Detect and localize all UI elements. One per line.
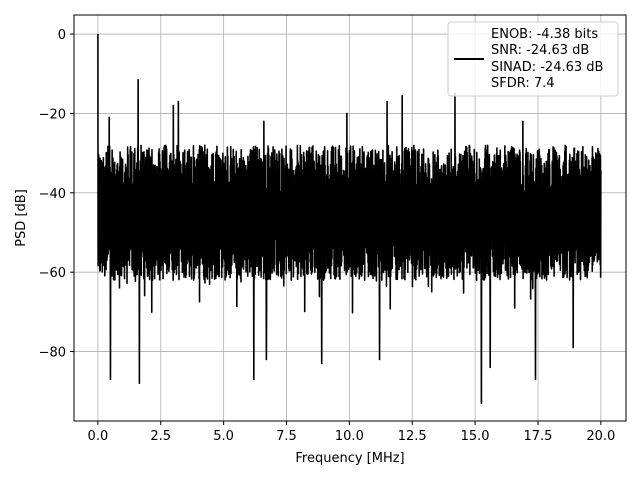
x-tick-label: 0.0 <box>88 429 109 444</box>
y-tick-label: −80 <box>39 346 66 361</box>
legend-sfdr: SFDR: 7.4 <box>491 76 555 91</box>
plot-frame <box>73 14 627 422</box>
legend-box <box>447 21 619 97</box>
x-tick-label: 17.5 <box>524 429 553 444</box>
legend-sinad: SINAD: -24.63 dB <box>491 60 603 75</box>
x-tick-label: 5.0 <box>213 429 234 444</box>
y-tick-label: −20 <box>39 107 66 122</box>
x-axis-label: Frequency [MHz] <box>295 451 404 466</box>
legend-enob: ENOB: -4.38 bits <box>491 27 598 42</box>
x-tick-label: 10.0 <box>335 429 364 444</box>
x-tick-label: 12.5 <box>398 429 427 444</box>
y-axis-ticks: 0 −20 −40 −60 −80 <box>39 28 74 361</box>
x-tick-label: 20.0 <box>586 429 615 444</box>
y-tick-label: −40 <box>39 187 66 202</box>
psd-series <box>97 34 602 404</box>
y-tick-label: −60 <box>39 266 66 281</box>
legend: ENOB: -4.38 bits SNR: -24.63 dB SINAD: -… <box>447 21 619 97</box>
legend-snr: SNR: -24.63 dB <box>491 43 589 58</box>
x-axis-ticks: 0.0 2.5 5.0 7.5 10.0 12.5 15.0 17.5 20.0 <box>88 421 615 444</box>
y-tick-label: 0 <box>58 28 66 43</box>
x-tick-label: 2.5 <box>150 429 171 444</box>
x-tick-label: 15.0 <box>461 429 490 444</box>
y-axis-label: PSD [dB] <box>14 189 29 247</box>
psd-line <box>97 34 602 404</box>
x-tick-label: 7.5 <box>276 429 297 444</box>
